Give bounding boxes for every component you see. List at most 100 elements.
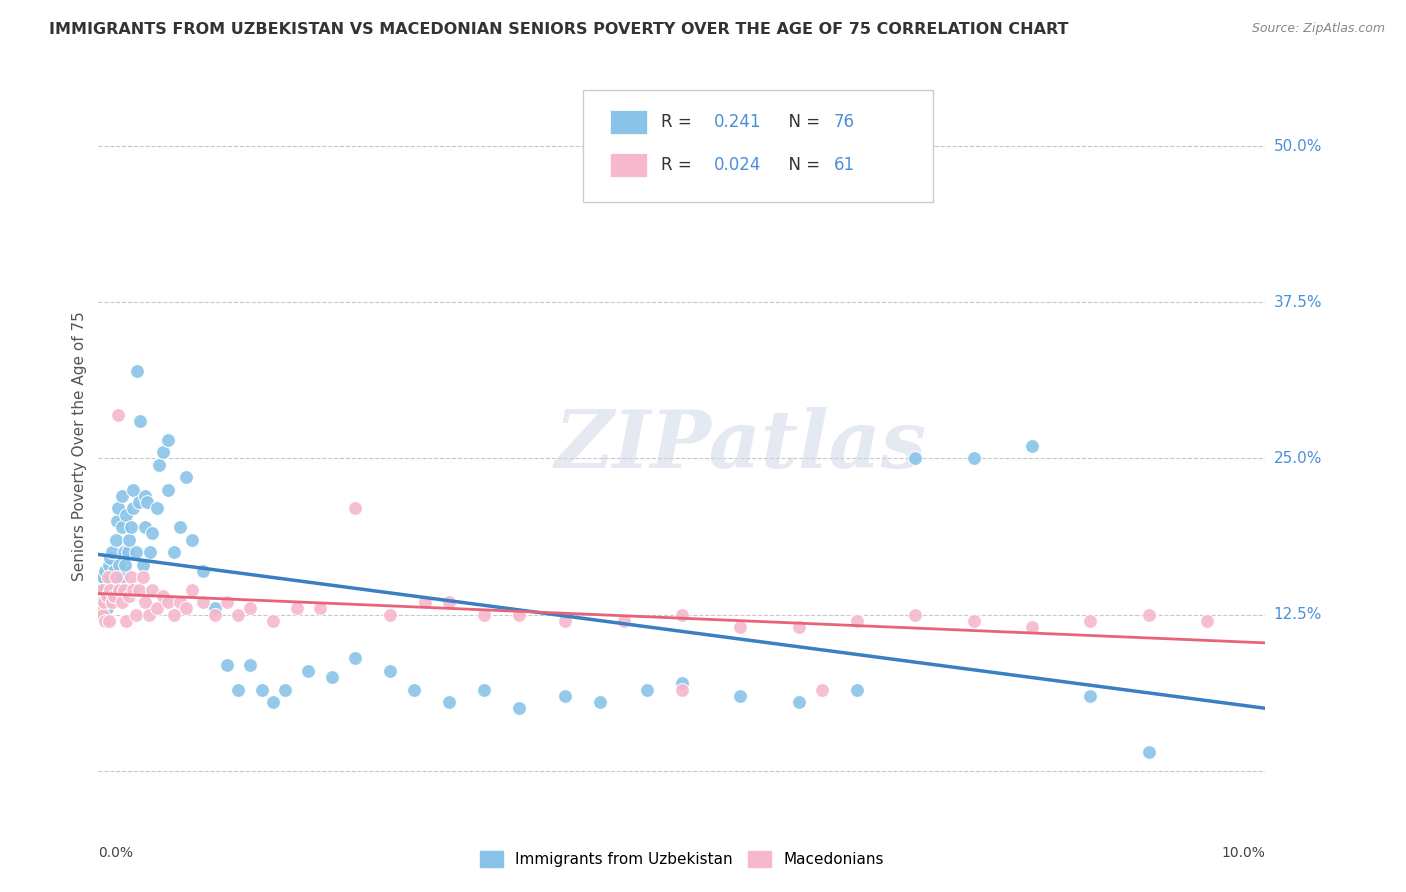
Point [90,601,112,615]
Text: 50.0%: 50.0% [1274,139,1322,153]
Point [141,582,163,597]
Point [152,445,174,459]
Point [215,595,238,609]
Point [98,582,121,597]
Point [262,695,284,709]
Point [134,595,156,609]
Point [96,589,118,603]
Point [589,695,612,709]
Point [169,595,191,609]
Point [472,682,495,697]
Point [508,607,530,622]
Point [163,607,186,622]
Point [297,664,319,678]
Point [97,558,120,572]
Point [554,689,576,703]
Point [111,489,134,503]
Point [250,682,273,697]
Point [122,582,145,597]
Point [129,414,152,428]
Point [1080,689,1102,703]
Point [115,614,138,628]
Text: 25.0%: 25.0% [1274,451,1322,466]
Point [93,595,115,609]
Point [157,433,180,447]
Point [94,614,117,628]
Y-axis label: Seniors Poverty Over the Age of 75: Seniors Poverty Over the Age of 75 [72,311,87,581]
Point [157,595,180,609]
Point [962,451,984,466]
Point [103,589,125,603]
Point [111,595,134,609]
Point [103,564,125,578]
Point [671,676,693,690]
Point [115,508,138,522]
Text: 37.5%: 37.5% [1274,295,1322,310]
Point [128,582,150,597]
Legend: Immigrants from Uzbekistan, Macedonians: Immigrants from Uzbekistan, Macedonians [474,845,890,873]
Point [163,545,186,559]
Point [174,470,197,484]
Point [141,526,163,541]
Point [787,695,810,709]
Point [134,489,156,503]
Point [787,620,810,634]
Point [98,570,121,584]
Point [262,614,284,628]
Point [134,520,156,534]
Point [730,620,752,634]
Point [90,595,112,609]
Point [1080,614,1102,628]
Point [380,607,402,622]
Point [120,570,142,584]
Point [239,657,262,672]
Point [180,582,202,597]
Point [904,607,927,622]
Point [344,651,367,665]
Point [413,595,436,609]
Point [105,514,128,528]
Point [811,682,834,697]
Point [91,570,114,584]
Point [239,601,262,615]
Point [132,570,155,584]
Point [112,582,135,597]
Point [108,558,131,572]
Point [104,582,127,597]
Point [321,670,343,684]
Point [132,558,155,572]
Text: N =: N = [778,156,825,174]
Point [146,601,169,615]
Point [148,458,170,472]
Point [274,682,297,697]
Point [169,520,191,534]
Point [122,501,145,516]
Point [101,545,124,559]
Point [117,545,139,559]
Point [97,570,120,584]
Text: 0.0%: 0.0% [98,846,134,860]
Point [846,614,869,628]
Text: 0.241: 0.241 [713,113,761,131]
Point [138,607,160,622]
Point [285,601,308,615]
Point [437,695,460,709]
Point [97,589,120,603]
FancyBboxPatch shape [610,153,647,177]
Text: R =: R = [661,156,697,174]
Point [104,570,127,584]
Point [671,607,693,622]
Point [107,501,129,516]
Point [380,664,402,678]
Point [91,607,114,622]
Point [112,545,135,559]
Point [101,595,124,609]
Point [118,533,141,547]
FancyBboxPatch shape [610,111,647,135]
Point [90,582,112,597]
Point [139,545,162,559]
Point [612,614,634,628]
Text: 12.5%: 12.5% [1274,607,1322,622]
Point [104,533,127,547]
Point [152,589,174,603]
